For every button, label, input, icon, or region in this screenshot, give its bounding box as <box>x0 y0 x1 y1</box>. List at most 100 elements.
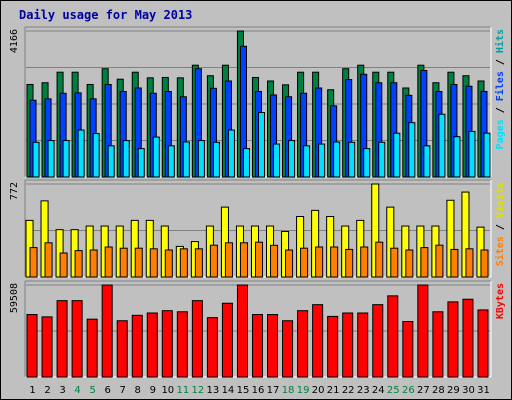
bar-kbytes-day-7 <box>116 320 128 378</box>
bar-pages-day-27 <box>423 145 431 178</box>
bar-kbytes-day-17 <box>267 314 279 378</box>
bar-sites-day-15 <box>239 242 248 278</box>
bar-kbytes-day-3 <box>56 300 68 378</box>
bar-sites-day-17 <box>270 244 279 278</box>
x-tick-label: 11 <box>176 385 189 396</box>
bar-kbytes-day-8 <box>131 314 143 378</box>
bar-pages-day-23 <box>363 148 371 178</box>
x-tick-label: 24 <box>372 385 385 396</box>
legend-entry: Hits <box>494 29 506 53</box>
bar-kbytes-day-12 <box>191 300 203 378</box>
x-tick-label: 13 <box>207 385 220 396</box>
bar-sites-day-2 <box>44 242 53 278</box>
bar-kbytes-day-29 <box>447 301 459 378</box>
bar-sites-day-6 <box>104 246 113 278</box>
x-tick-label: 2 <box>44 385 50 396</box>
x-tick-label: 22 <box>342 385 355 396</box>
bar-sites-day-23 <box>360 246 369 278</box>
bar-pages-day-2 <box>47 140 55 178</box>
bar-kbytes-day-16 <box>251 314 264 378</box>
x-tick-label: 4 <box>74 385 80 396</box>
bar-sites-day-28 <box>435 244 444 278</box>
bar-kbytes-day-27 <box>417 284 429 378</box>
bar-kbytes-day-2 <box>41 316 53 378</box>
bar-pages-day-9 <box>152 136 160 178</box>
bar-sites-day-25 <box>390 247 399 278</box>
bar-pages-day-19 <box>303 145 311 178</box>
bar-pages-day-7 <box>122 140 130 178</box>
legend-entry: / <box>495 218 506 236</box>
y-max-label: 772 <box>9 182 20 200</box>
bar-sites-day-22 <box>345 248 354 278</box>
x-tick-label: 25 <box>387 385 400 396</box>
bar-sites-day-4 <box>74 250 83 278</box>
x-tick-label: 18 <box>282 385 295 396</box>
bar-sites-day-24 <box>375 241 384 278</box>
bar-pages-day-6 <box>107 145 115 178</box>
bar-sites-day-11 <box>179 248 188 278</box>
bar-pages-day-31 <box>483 132 491 178</box>
bar-pages-day-28 <box>438 113 446 178</box>
bar-sites-day-30 <box>465 248 474 278</box>
bar-pages-day-15 <box>242 148 250 178</box>
x-tick-label: 8 <box>135 385 141 396</box>
x-tick-label: 17 <box>267 385 280 396</box>
bar-pages-day-29 <box>453 136 461 178</box>
bar-kbytes-day-20 <box>312 304 324 378</box>
legend-entry: / <box>495 101 506 119</box>
bar-kbytes-day-23 <box>357 312 369 378</box>
bar-pages-day-3 <box>62 140 70 178</box>
bar-kbytes-day-31 <box>477 309 489 378</box>
legend: Pages / Files / Hits <box>494 29 506 149</box>
bar-kbytes-day-30 <box>462 298 474 378</box>
bar-sites-day-12 <box>194 248 203 278</box>
x-tick-label: 20 <box>312 385 325 396</box>
bar-pages-day-11 <box>182 141 190 178</box>
bar-sites-day-5 <box>89 249 98 278</box>
bar-sites-day-26 <box>405 249 414 278</box>
bar-kbytes-day-25 <box>387 295 399 378</box>
x-tick-label: 31 <box>477 385 490 396</box>
x-tick-label: 3 <box>59 385 65 396</box>
bar-pages-day-30 <box>468 130 476 178</box>
bar-kbytes-day-15 <box>236 284 248 378</box>
bar-kbytes-day-11 <box>176 311 188 378</box>
bar-sites-day-7 <box>119 247 128 278</box>
bar-pages-day-26 <box>408 122 416 178</box>
bar-kbytes-day-22 <box>342 312 354 378</box>
legend-entry: KBytes <box>495 283 506 319</box>
x-tick-label: 7 <box>120 385 126 396</box>
bar-kbytes-day-13 <box>206 317 218 378</box>
bar-pages-day-22 <box>348 141 356 178</box>
y-max-label: 4166 <box>9 29 20 53</box>
bar-kbytes-day-6 <box>101 284 113 378</box>
legend: Sites / Visits <box>494 182 506 266</box>
bar-kbytes-day-4 <box>71 300 83 378</box>
bar-pages-day-25 <box>393 132 401 178</box>
x-tick-label: 28 <box>432 385 445 396</box>
bar-sites-day-10 <box>164 249 173 278</box>
x-tick-label: 15 <box>237 385 250 396</box>
x-tick-label: 27 <box>417 385 430 396</box>
x-tick-label: 5 <box>89 385 95 396</box>
y-max-label: 59508 <box>9 283 20 313</box>
bar-sites-day-27 <box>420 247 429 278</box>
bar-pages-day-4 <box>77 129 85 178</box>
bar-sites-day-8 <box>134 247 143 278</box>
x-tick-label: 14 <box>222 385 235 396</box>
x-tick-label: 23 <box>357 385 370 396</box>
bar-kbytes-day-19 <box>297 310 309 378</box>
bar-pages-day-10 <box>167 145 175 178</box>
x-tick-label: 30 <box>462 385 475 396</box>
bar-kbytes-day-24 <box>372 304 384 378</box>
x-tick-label: 26 <box>402 385 415 396</box>
bar-pages-day-5 <box>92 133 100 178</box>
bar-sites-day-21 <box>330 246 339 278</box>
x-tick-label: 16 <box>252 385 265 396</box>
x-tick-label: 21 <box>327 385 340 396</box>
bar-pages-day-17 <box>273 143 281 178</box>
x-tick-label: 10 <box>161 385 174 396</box>
bar-sites-day-29 <box>450 248 459 278</box>
bar-sites-day-14 <box>224 242 233 278</box>
